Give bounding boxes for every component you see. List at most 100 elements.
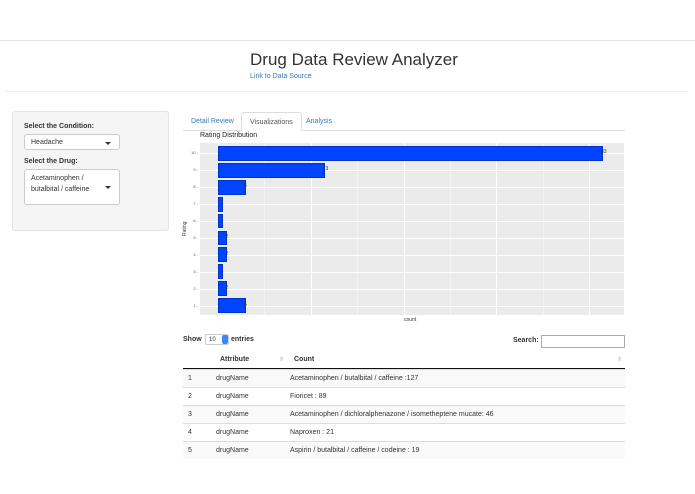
tab-bar: Detail Review Visualizations Analysis [183, 112, 625, 131]
sort-icon[interactable]: ⇕ [279, 357, 285, 363]
grid-line [200, 187, 624, 189]
y-tick-label: 2 - [193, 285, 198, 291]
chevron-down-icon [105, 142, 111, 145]
sidebar-panel: Select the Condition: Headache Select th… [12, 111, 169, 231]
cell-attribute: drugName [216, 429, 249, 436]
cell-index: 3 [188, 411, 192, 418]
search-label: Search: [513, 337, 539, 344]
table-row[interactable]: 2 drugName Fioricet : 89 [183, 387, 625, 405]
grid-line [200, 221, 624, 223]
entries-length-select[interactable]: 10 [205, 334, 229, 345]
page-title: Drug Data Review Analyzer [250, 50, 458, 69]
table-row[interactable]: 1 drugName Acetaminophen / butalbital / ca… [183, 369, 625, 387]
header-divider [5, 91, 688, 92]
cell-count: Aspirin / butalbital / caffeine / codein… [290, 447, 420, 454]
bar-value-label: 2 [225, 284, 229, 291]
bar-rating-7 [218, 196, 223, 212]
table-row[interactable]: 4 drugName Naproxen : 21 [183, 423, 625, 441]
rating-bar-chart: 6 2 1 2 2 1 1 6 23 83 [200, 143, 624, 315]
y-tick-label: 8 - [193, 184, 198, 190]
grid-line [357, 143, 359, 315]
sort-icon[interactable]: ⇕ [617, 357, 623, 363]
bar-rating-1 [218, 298, 246, 313]
cell-attribute: drugName [216, 393, 249, 400]
table-row[interactable]: 5 drugName Aspirin / butalbital / caffeine… [183, 441, 625, 459]
bar-value-label: 83 [601, 149, 607, 156]
cell-index: 2 [188, 393, 192, 400]
cell-attribute: drugName [216, 447, 249, 454]
y-tick-label: 6 - [193, 218, 198, 224]
grid-line [200, 305, 624, 307]
cell-index: 1 [188, 375, 192, 382]
entries-length-value: 10 [209, 337, 216, 343]
chevron-down-icon [105, 186, 111, 189]
grid-line [496, 143, 498, 315]
bar-value-label: 6 [243, 183, 247, 190]
bar-rating-2 [218, 281, 228, 297]
condition-select[interactable]: Headache [24, 134, 120, 150]
cell-attribute: drugName [216, 375, 249, 382]
cell-count: Acetaminophen / butalbital / caffeine :1… [290, 375, 419, 382]
cell-index: 4 [188, 429, 192, 436]
entries-label: entries [231, 336, 254, 343]
bar-value-label: 1 [220, 217, 224, 224]
grid-line [264, 143, 266, 315]
column-header-attribute[interactable]: Attribute [220, 356, 250, 363]
drug-value: Acetaminophen / butalbital / caffeine [31, 175, 90, 193]
tab-visualizations[interactable]: Visualizations [241, 112, 302, 131]
cell-index: 5 [188, 447, 192, 454]
bar-value-label: 23 [322, 166, 329, 173]
y-tick-label: 9 - [193, 167, 198, 173]
bar-rating-5 [218, 230, 228, 246]
y-tick-label: 4 - [193, 251, 198, 257]
tab-detail-review[interactable]: Detail Review [191, 118, 234, 125]
bar-value-label: 2 [225, 250, 229, 257]
bar-rating-6 [218, 213, 223, 229]
bar-rating-8 [218, 179, 246, 195]
bar-value-label: 1 [220, 200, 224, 207]
bar-value-label: 1 [220, 267, 224, 274]
chart-title: Rating Distribution [200, 132, 258, 139]
grid-line [200, 271, 624, 273]
cell-count: Fioricet : 89 [290, 393, 327, 400]
grid-line [449, 143, 451, 315]
drug-label: Select the Drug: [24, 158, 78, 165]
y-tick-label: 3 - [193, 268, 198, 274]
grid-line [200, 170, 624, 172]
grid-line [542, 143, 544, 315]
bar-value-label: 6 [243, 301, 247, 308]
grid-line [218, 143, 219, 315]
y-axis-label: Rating [182, 221, 188, 236]
bar-value-label: 2 [225, 233, 229, 240]
show-label: Show [183, 336, 202, 343]
data-table: Attribute ⇕ Count ⇕ 1 drugName Acetaminoph… [183, 351, 625, 459]
grid-line [200, 237, 624, 239]
grid-line [589, 143, 591, 315]
bar-rating-3 [218, 264, 223, 280]
cell-count: Acetaminophen / dichloralphenazone / iso… [290, 411, 494, 418]
bar-rating-4 [218, 247, 228, 263]
column-header-count[interactable]: Count [294, 356, 315, 363]
table-body: 1 drugName Acetaminophen / butalbital / ca… [183, 369, 625, 459]
bar-rating-9 [218, 162, 325, 178]
spinner-icon [222, 335, 228, 344]
y-tick-label: 10 - [191, 150, 198, 156]
drug-select[interactable]: Acetaminophen / butalbital / caffeine [24, 169, 120, 205]
x-axis-label: count [404, 317, 417, 323]
grid-line [200, 288, 624, 290]
y-tick-label: 5 - [193, 234, 198, 240]
search-input[interactable] [541, 335, 625, 348]
cell-count: Naproxen : 21 [290, 429, 334, 436]
bar-rating-10 [218, 146, 603, 161]
grid-line [200, 254, 624, 256]
data-source-link[interactable]: Link to Data Source [250, 73, 312, 80]
top-divider [0, 40, 695, 41]
y-tick-label: 7 - [193, 201, 198, 207]
y-tick-label: 1 - [193, 302, 198, 308]
condition-label: Select the Condition: [24, 123, 94, 130]
condition-value: Headache [31, 139, 63, 146]
table-row[interactable]: 3 drugName Acetaminophen / dichloralphenaz… [183, 405, 625, 423]
grid-line [310, 143, 312, 315]
cell-attribute: drugName [216, 411, 249, 418]
tab-analysis[interactable]: Analysis [306, 118, 333, 125]
